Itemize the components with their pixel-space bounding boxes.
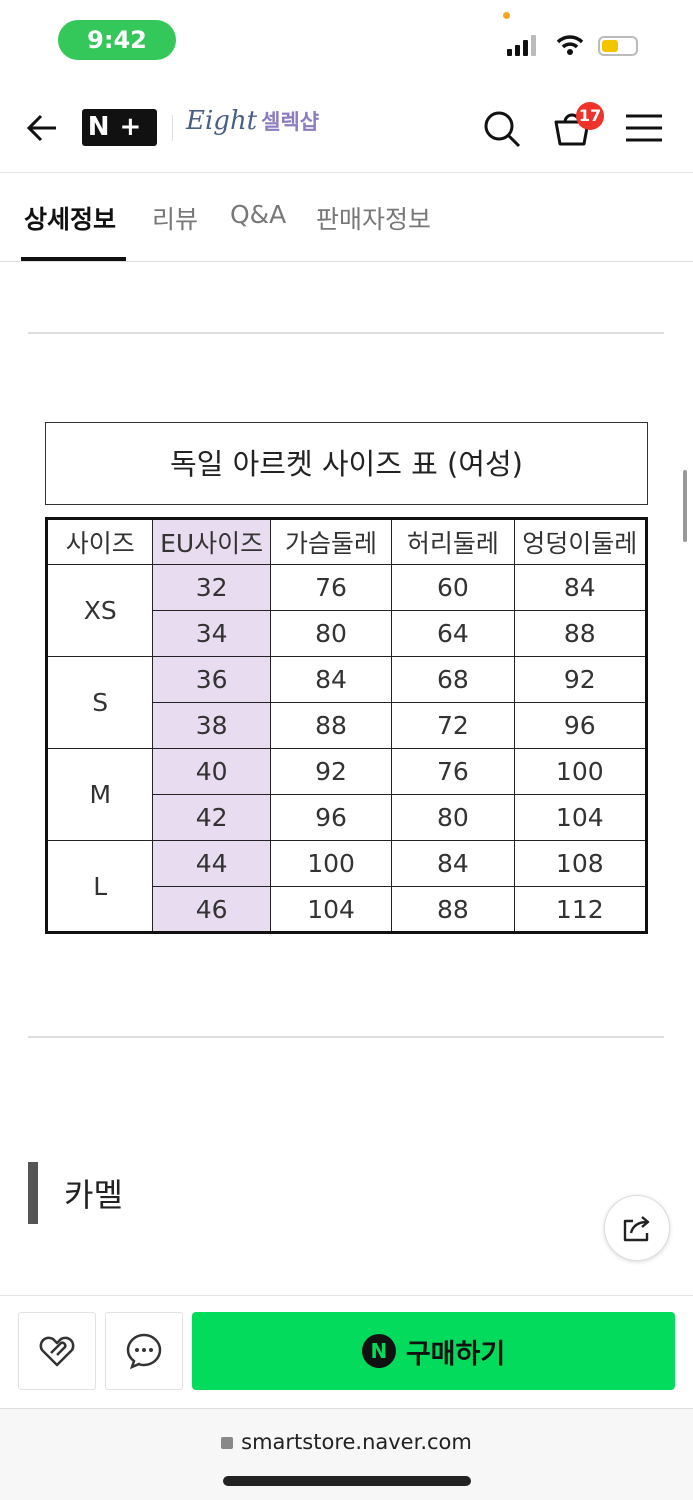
table-row: XS 32 76 60 84 [45, 564, 648, 657]
eu-size-cell: 42 [152, 794, 271, 841]
tab-detail[interactable]: 상세정보 [24, 205, 117, 234]
measurement-cell: 88 [391, 886, 515, 933]
like-button[interactable] [18, 1312, 96, 1390]
measurement-cell: 76 [391, 748, 515, 795]
size-cell: XS [45, 564, 154, 657]
measurement-cell: 96 [269, 794, 393, 841]
wifi-icon [556, 35, 584, 55]
size-cell: S [45, 656, 154, 749]
share-icon [623, 1216, 650, 1242]
header-cell: 엉덩이둘레 [513, 518, 648, 565]
logo-np: N+ [87, 112, 152, 142]
measurement-cell: 60 [391, 564, 515, 611]
measurement-cell: 80 [269, 610, 393, 657]
size-chart-table: 사이즈 EU사이즈 가슴둘레 허리둘레 엉덩이둘레 XS 32 76 60 84 34 80 64 88 S… [45, 517, 648, 934]
eu-size-cell: 44 [152, 840, 271, 887]
header-cell: 가슴둘레 [269, 518, 393, 565]
measurement-cell: 92 [269, 748, 393, 795]
battery-icon [598, 36, 638, 56]
table-row: 34 80 64 88 [47, 610, 648, 657]
measurement-cell: 100 [513, 748, 648, 795]
table-row: 46 104 88 112 [47, 886, 648, 933]
color-heading: 카멜 [64, 1176, 123, 1214]
browser-bar [0, 1408, 693, 1500]
heart-icon [39, 1336, 75, 1367]
measurement-cell: 68 [391, 656, 515, 703]
menu-icon[interactable] [625, 113, 663, 143]
logo-divider [172, 115, 173, 141]
scrollbar[interactable] [683, 470, 687, 542]
measurement-cell: 64 [391, 610, 515, 657]
eu-size-cell: 46 [152, 886, 271, 933]
eu-size-cell: 38 [152, 702, 271, 749]
search-icon[interactable] [482, 109, 522, 149]
eu-size-cell: 40 [152, 748, 271, 795]
tab-qna[interactable]: Q&A [230, 200, 287, 229]
chat-bubble-icon [126, 1333, 162, 1370]
tab-seller-info[interactable]: 판매자정보 [316, 205, 432, 234]
tabs-divider [0, 261, 693, 262]
measurement-cell: 84 [269, 656, 393, 703]
url-bar[interactable]: smartstore.naver.com [0, 1430, 693, 1454]
home-indicator[interactable] [223, 1476, 471, 1486]
measurement-cell: 84 [391, 840, 515, 887]
measurement-cell: 80 [391, 794, 515, 841]
table-row: L 44 100 84 108 [45, 840, 648, 933]
url-text: smartstore.naver.com [241, 1430, 472, 1454]
measurement-cell: 92 [513, 656, 648, 703]
bottom-bar-divider [0, 1295, 693, 1296]
logo-eight: Eight [186, 106, 258, 136]
buy-label: 구매하기 [405, 1338, 506, 1370]
measurement-cell: 88 [513, 610, 648, 657]
size-chart-title: 독일 아르켓 사이즈 표 (여성) [45, 422, 648, 505]
header-divider [0, 172, 693, 173]
privacy-indicator [503, 12, 510, 19]
buy-button[interactable]: N 구매하기 [192, 1312, 675, 1390]
content-divider [28, 332, 664, 334]
measurement-cell: 76 [269, 564, 393, 611]
naver-plus-logo[interactable]: N+ [82, 109, 157, 146]
size-cell: M [45, 748, 154, 841]
section-marker [28, 1162, 38, 1224]
header-cell: 허리둘레 [391, 518, 515, 565]
table-row: M 40 92 76 100 [45, 748, 648, 841]
header-cell: EU사이즈 [152, 518, 271, 565]
tab-review[interactable]: 리뷰 [152, 205, 199, 234]
measurement-cell: 96 [513, 702, 648, 749]
measurement-cell: 84 [513, 564, 648, 611]
lock-icon [221, 1437, 234, 1449]
chat-button[interactable] [105, 1312, 183, 1390]
eu-size-cell: 34 [152, 610, 271, 657]
logo-shop: 셀렉샵 [261, 110, 320, 134]
signal-icon [507, 34, 537, 56]
measurement-cell: 108 [513, 840, 648, 887]
size-cell: L [45, 840, 154, 933]
measurement-cell: 104 [513, 794, 648, 841]
table-row: 38 88 72 96 [47, 702, 648, 749]
eu-size-cell: 32 [152, 564, 271, 611]
header-cell: 사이즈 [45, 518, 154, 565]
measurement-cell: 100 [269, 840, 393, 887]
store-logo[interactable]: Eight 셀렉샵 [186, 106, 319, 136]
measurement-cell: 104 [269, 886, 393, 933]
back-arrow-icon[interactable] [24, 110, 60, 146]
eu-size-cell: 36 [152, 656, 271, 703]
table-row: S 36 84 68 92 [45, 656, 648, 749]
content-divider [28, 1036, 664, 1038]
naver-n-icon: N [361, 1334, 396, 1368]
cart-badge: 17 [576, 102, 604, 130]
measurement-cell: 112 [513, 886, 648, 933]
table-row: 42 96 80 104 [47, 794, 648, 841]
status-time: 9:42 [58, 20, 176, 60]
active-tab-indicator [21, 257, 126, 261]
measurement-cell: 88 [269, 702, 393, 749]
measurement-cell: 72 [391, 702, 515, 749]
share-button[interactable] [604, 1195, 670, 1261]
table-header-row: 사이즈 EU사이즈 가슴둘레 허리둘레 엉덩이둘레 [45, 518, 648, 565]
